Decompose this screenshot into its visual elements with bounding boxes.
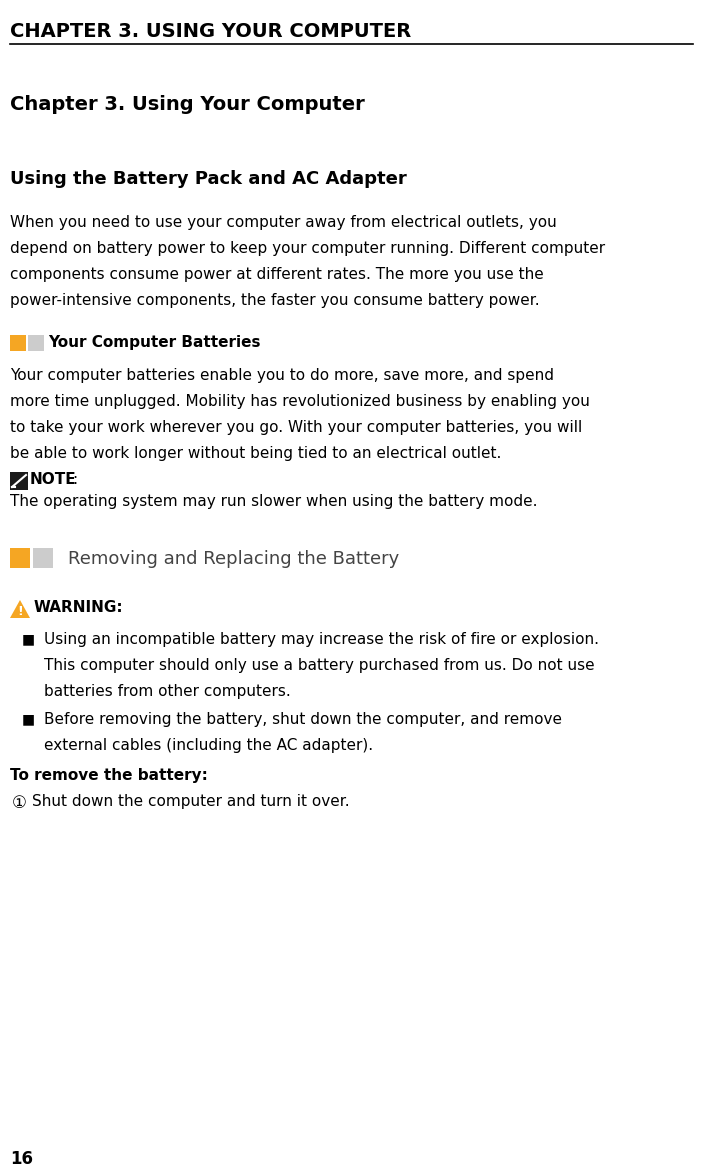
Polygon shape: [10, 600, 30, 618]
Text: components consume power at different rates. The more you use the: components consume power at different ra…: [10, 267, 543, 282]
Text: Chapter 3. Using Your Computer: Chapter 3. Using Your Computer: [10, 95, 365, 113]
Text: ■: ■: [21, 632, 34, 646]
Text: CHAPTER 3. USING YOUR COMPUTER: CHAPTER 3. USING YOUR COMPUTER: [10, 22, 411, 41]
Text: power-intensive components, the faster you consume battery power.: power-intensive components, the faster y…: [10, 292, 540, 308]
Text: Using the Battery Pack and AC Adapter: Using the Battery Pack and AC Adapter: [10, 170, 407, 188]
Text: depend on battery power to keep your computer running. Different computer: depend on battery power to keep your com…: [10, 241, 605, 256]
Text: Your Computer Batteries: Your Computer Batteries: [48, 335, 261, 350]
Text: Before removing the battery, shut down the computer, and remove: Before removing the battery, shut down t…: [44, 713, 562, 727]
Text: Using an incompatible battery may increase the risk of fire or explosion.: Using an incompatible battery may increa…: [44, 632, 599, 647]
Text: ■: ■: [21, 713, 34, 727]
Bar: [28, 335, 44, 351]
Text: Shut down the computer and turn it over.: Shut down the computer and turn it over.: [32, 794, 349, 808]
Text: 16: 16: [10, 1150, 33, 1168]
FancyBboxPatch shape: [10, 472, 28, 490]
Text: WARNING:: WARNING:: [34, 600, 124, 615]
Text: :: :: [72, 472, 77, 487]
Text: Removing and Replacing the Battery: Removing and Replacing the Battery: [68, 550, 399, 567]
Bar: [10, 548, 30, 567]
Text: Your computer batteries enable you to do more, save more, and spend: Your computer batteries enable you to do…: [10, 369, 554, 383]
Text: NOTE: NOTE: [30, 472, 77, 487]
Text: The operating system may run slower when using the battery mode.: The operating system may run slower when…: [10, 494, 538, 509]
Bar: [33, 548, 53, 567]
Text: batteries from other computers.: batteries from other computers.: [44, 684, 291, 698]
Text: to take your work wherever you go. With your computer batteries, you will: to take your work wherever you go. With …: [10, 420, 582, 435]
Text: When you need to use your computer away from electrical outlets, you: When you need to use your computer away …: [10, 215, 557, 230]
Text: ①: ①: [12, 794, 27, 812]
Text: external cables (including the AC adapter).: external cables (including the AC adapte…: [44, 738, 373, 753]
Text: This computer should only use a battery purchased from us. Do not use: This computer should only use a battery …: [44, 658, 595, 673]
Bar: [10, 335, 26, 351]
Text: be able to work longer without being tied to an electrical outlet.: be able to work longer without being tie…: [10, 446, 501, 461]
Text: !: !: [17, 605, 23, 618]
Text: To remove the battery:: To remove the battery:: [10, 768, 208, 783]
Text: more time unplugged. Mobility has revolutionized business by enabling you: more time unplugged. Mobility has revolu…: [10, 394, 590, 409]
